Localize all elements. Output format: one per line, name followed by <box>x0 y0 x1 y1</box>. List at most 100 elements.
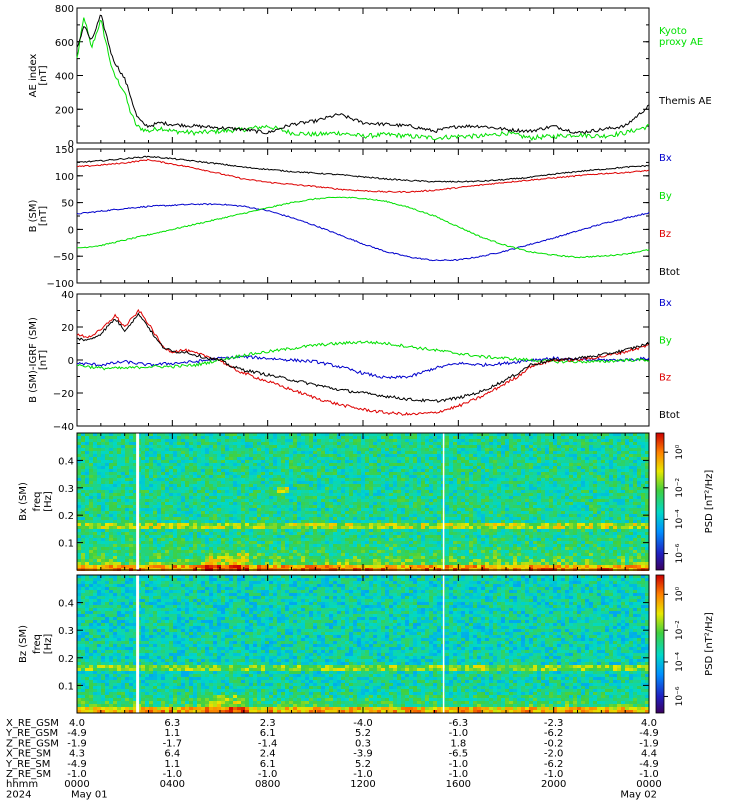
ephemeris-value: 1600 <box>446 779 471 790</box>
ephemeris-value: 0.3 <box>355 738 371 749</box>
ephemeris-value: -1.0 <box>639 769 659 780</box>
series-line-btot <box>76 312 650 403</box>
ephemeris-value: -1.0 <box>258 769 278 780</box>
data-gap <box>136 575 140 713</box>
ephemeris-value: 1.1 <box>164 728 180 739</box>
spectrogram-bz <box>77 575 649 713</box>
y-axis-unit: [Hz] <box>43 491 54 512</box>
legend-kyoto: proxy AE <box>659 37 703 48</box>
colorbar-tick-label: 10⁰ <box>675 586 685 601</box>
legend-by: By <box>659 191 672 202</box>
y-axis-label: Bx (SM) <box>18 482 29 521</box>
y-tick-label: 0.1 <box>58 539 74 550</box>
y-tick-label: 0 <box>68 225 74 236</box>
y-tick-label: 0.1 <box>58 681 74 692</box>
legend-bx: Bx <box>659 153 672 164</box>
colorbar-tick-label: 10⁻² <box>675 620 685 640</box>
ephemeris-value: -6.2 <box>544 728 564 739</box>
ephemeris-value: 1.8 <box>450 738 466 749</box>
colorbar-tick-label: 10⁰ <box>675 444 685 459</box>
series-line-themis-ae <box>76 14 650 135</box>
series-line-bz <box>76 158 650 194</box>
data-gap <box>442 575 445 713</box>
y-tick-label: −40 <box>53 422 74 433</box>
y-tick-label: 0 <box>68 356 74 367</box>
y-axis-unit: [nT] <box>38 206 49 226</box>
spectrogram-bx <box>77 433 649 571</box>
y-tick-label: −50 <box>53 252 74 263</box>
ephemeris-value: 0000 <box>636 779 661 790</box>
series-line-by <box>76 196 650 259</box>
legend-btot: Btot <box>659 267 680 278</box>
legend-bz: Bz <box>659 229 671 240</box>
y-tick-label: 0.3 <box>58 626 74 637</box>
y-tick-label: 600 <box>55 38 74 49</box>
y-tick-label: 20 <box>61 323 74 334</box>
y-axis-label: Bz (SM) <box>18 625 29 663</box>
y-tick-label: −20 <box>53 389 74 400</box>
ephemeris-value: 5.2 <box>355 728 371 739</box>
ephemeris-value: -1.0 <box>449 728 469 739</box>
ephemeris-value: 2.4 <box>260 749 276 760</box>
ephemeris-value: -1.7 <box>163 738 183 749</box>
ephemeris-value: -4.9 <box>67 759 87 770</box>
ephemeris-value: -3.9 <box>353 749 373 760</box>
ephemeris-value: -1.4 <box>258 738 278 749</box>
y-axis-unit: [Hz] <box>43 634 54 655</box>
ephemeris-value: -2.0 <box>544 749 564 760</box>
ephemeris-value: -6.5 <box>449 749 469 760</box>
ephemeris-value: -6.3 <box>449 718 469 729</box>
y-tick-label: 40 <box>61 290 74 301</box>
legend-kyoto: Kyoto <box>659 26 687 37</box>
ephemeris-label: Z_RE_GSM <box>6 738 59 749</box>
ephemeris-value: 6.4 <box>164 749 180 760</box>
y-axis-label: B (SM)-IGRF (SM) <box>28 317 39 403</box>
ephemeris-value: 4.4 <box>641 749 657 760</box>
ephemeris-value: 6.1 <box>260 728 276 739</box>
y-axis-label: AE index <box>28 54 39 98</box>
ephemeris-value: 0000 <box>64 779 89 790</box>
ephemeris-label: 2024 <box>6 789 31 800</box>
colorbar-tick-label: 10⁻⁶ <box>675 543 685 563</box>
y-tick-label: 150 <box>55 145 74 156</box>
ephemeris-value: 4.0 <box>69 718 85 729</box>
colorbar-label: PSD [nT²/Hz] <box>704 470 715 534</box>
ephemeris-value: -1.0 <box>353 769 373 780</box>
ephemeris-value: -1.0 <box>67 769 87 780</box>
ephemeris-value: May 01 <box>71 789 108 800</box>
ephemeris-value: 0400 <box>160 779 185 790</box>
ephemeris-value: -1.9 <box>67 738 87 749</box>
y-axis-unit: [nT] <box>38 65 49 85</box>
legend-bx: Bx <box>659 298 672 309</box>
y-tick-label: 50 <box>61 199 74 210</box>
ephemeris-value: -2.3 <box>544 718 564 729</box>
ephemeris-label: Z_RE_SM <box>6 769 51 780</box>
series-line-kyoto <box>76 17 650 142</box>
y-tick-label: 400 <box>55 72 74 83</box>
legend-bz: Bz <box>659 373 671 384</box>
colorbar <box>655 432 665 571</box>
ephemeris-value: -1.0 <box>163 769 183 780</box>
y-tick-label: 0 <box>68 139 74 150</box>
ephemeris-value: -1.0 <box>449 769 469 780</box>
colorbar-tick-label: 10⁻² <box>675 478 685 498</box>
y-tick-label: 0.3 <box>58 484 74 495</box>
ephemeris-label: Y_RE_SM <box>5 759 50 770</box>
series-line-bx <box>76 354 650 380</box>
y-tick-label: 100 <box>55 172 74 183</box>
ephemeris-value: -4.9 <box>639 759 659 770</box>
ephemeris-label: X_RE_GSM <box>6 718 59 729</box>
y-axis-unit: [nT] <box>38 350 49 370</box>
ephemeris-value: -4.9 <box>639 728 659 739</box>
legend-btot: Btot <box>659 410 680 421</box>
y-tick-label: 0.4 <box>58 599 74 610</box>
y-axis-label-freq: freq <box>32 492 43 512</box>
ephemeris-value: May 02 <box>620 789 657 800</box>
series-line-bx <box>76 203 650 262</box>
ephemeris-label: hhmm <box>6 779 38 790</box>
y-tick-label: −100 <box>47 279 74 290</box>
panel-2-frame <box>76 148 650 284</box>
ephemeris-value: 1200 <box>350 779 375 790</box>
ephemeris-value: 2.3 <box>260 718 276 729</box>
